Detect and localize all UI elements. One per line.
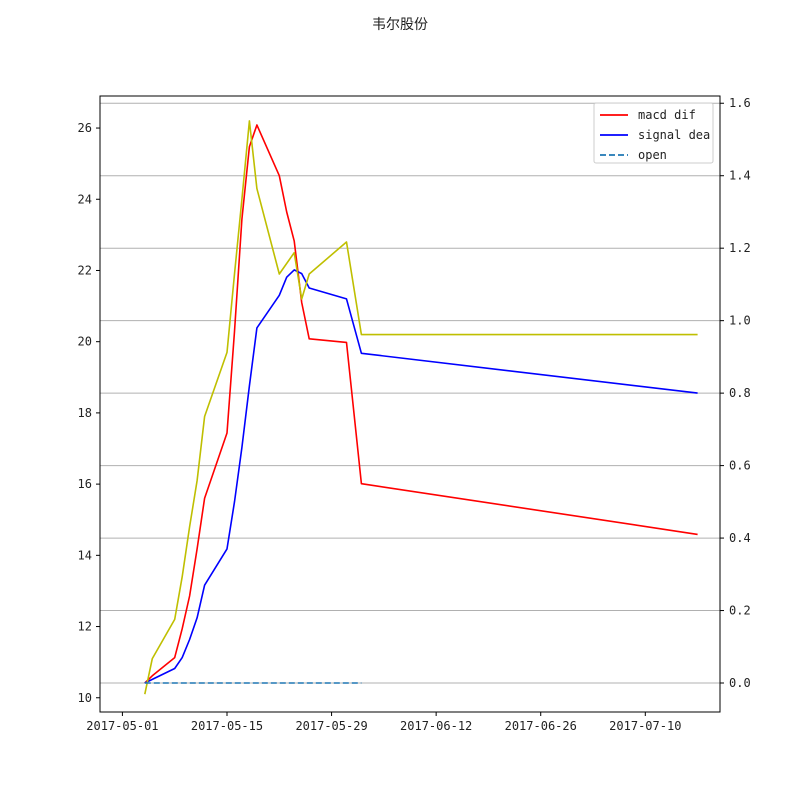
x-axis-tick-label: 2017-05-15 <box>191 719 263 733</box>
right-axis-tick-label: 1.4 <box>729 169 751 183</box>
grid-layer <box>100 102 720 684</box>
right-axis-tick-label: 0.0 <box>729 676 751 690</box>
right-axis-tick-label: 1.0 <box>729 314 751 328</box>
left-axis-tick-label: 10 <box>78 691 92 705</box>
chart-title: 韦尔股份 <box>372 17 428 33</box>
right-axis-tick-label: 0.8 <box>729 386 751 400</box>
legend-box <box>593 102 714 164</box>
legend-items: macd dif signal dea open <box>600 108 710 162</box>
x-axis-tick-label: 2017-05-01 <box>86 719 158 733</box>
legend: macd dif signal dea open <box>593 102 714 164</box>
plot-frame <box>99 95 721 713</box>
left-axis-tick-label: 12 <box>78 620 92 634</box>
left-axis-tick-label: 20 <box>78 335 92 349</box>
axis-layer: 10 12 14 16 18 20 22 24 26 0.0 0.2 0.4 0.6 0.8 1.0 1.2 1… <box>78 96 751 733</box>
left-axis-tick-label: 14 <box>78 548 92 562</box>
series-line-unlabeled-2 <box>144 120 698 695</box>
legend-label: macd dif <box>638 108 696 122</box>
left-axis-tick-label: 16 <box>78 477 92 491</box>
left-axis-tick-label: 24 <box>78 192 92 206</box>
series-line-signal-dea <box>144 269 698 684</box>
left-axis-tick-label: 22 <box>78 263 92 277</box>
x-axis-tick-label: 2017-05-29 <box>295 719 367 733</box>
x-axis-tick-label: 2017-06-26 <box>505 719 577 733</box>
x-axis-tick-label: 2017-06-12 <box>400 719 472 733</box>
right-axis-tick-label: 0.6 <box>729 459 751 473</box>
right-axis-tick-label: 0.2 <box>729 604 751 618</box>
right-axis-tick-label: 1.2 <box>729 241 751 255</box>
legend-label: signal dea <box>638 128 710 142</box>
series-layer <box>144 120 698 695</box>
right-axis-tick-label: 0.4 <box>729 531 751 545</box>
left-axis-tick-label: 26 <box>78 121 92 135</box>
right-axis-tick-label: 1.6 <box>729 96 751 110</box>
left-axis-tick-label: 18 <box>78 406 92 420</box>
series-line-macd-dif <box>144 124 698 684</box>
x-axis-tick-label: 2017-07-10 <box>609 719 681 733</box>
legend-label: open <box>638 148 667 162</box>
